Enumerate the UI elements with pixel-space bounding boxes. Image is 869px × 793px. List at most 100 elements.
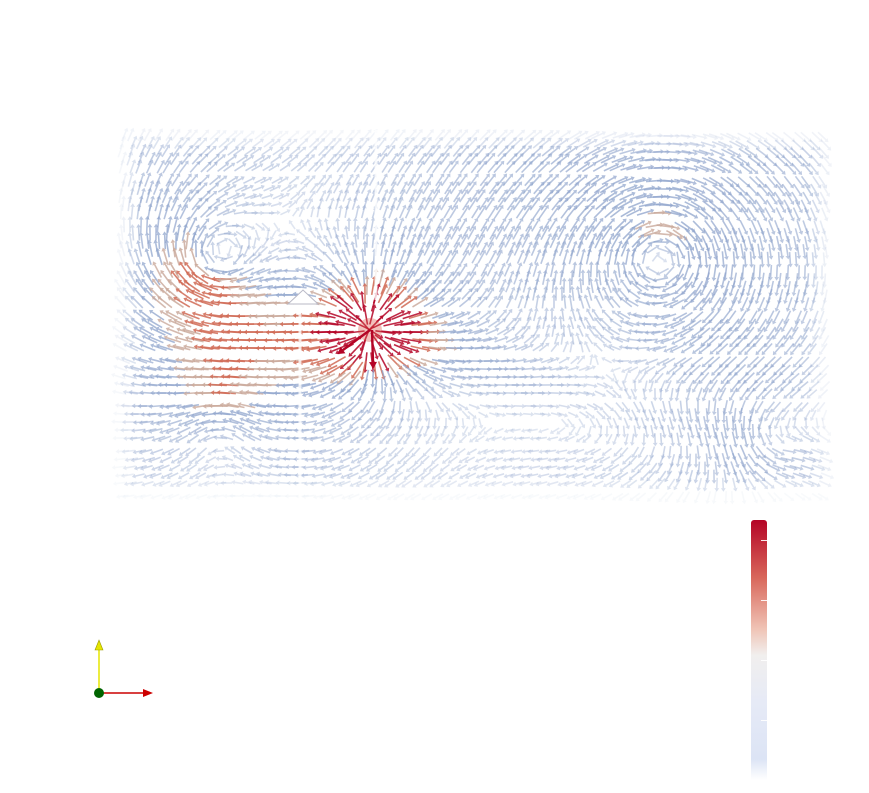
vector-glyph <box>423 373 435 381</box>
vector-glyph-head <box>724 256 729 260</box>
vector-glyph <box>681 311 693 321</box>
vector-glyph <box>422 183 430 195</box>
vector-glyph-head <box>368 145 373 150</box>
vector-glyph <box>351 279 361 295</box>
vector-glyph <box>628 201 642 209</box>
vector-glyph-head <box>746 217 751 222</box>
vector-glyph-head <box>161 247 167 252</box>
vector-glyph-head <box>294 267 299 273</box>
vector-glyph-head <box>262 321 267 327</box>
vector-glyph <box>167 311 183 321</box>
vector-glyph-head <box>194 145 199 150</box>
vector-glyph <box>325 221 329 231</box>
vector-glyph <box>752 264 756 278</box>
vector-glyph <box>569 297 573 309</box>
vector-glyph-head <box>451 297 456 302</box>
vector-glyph-head <box>817 200 822 206</box>
vector-glyph-head <box>503 173 508 178</box>
vector-glyph-head <box>148 404 152 409</box>
vector-glyph-head <box>243 184 248 189</box>
vector-glyph <box>530 375 542 379</box>
vector-glyph-head <box>331 137 336 142</box>
vector-glyph-head <box>825 192 830 197</box>
vector-glyph-head <box>152 261 157 266</box>
vector-glyph <box>577 289 581 301</box>
vector-glyph-head <box>596 269 602 274</box>
vector-glyph <box>540 228 548 240</box>
vector-glyph <box>702 200 714 210</box>
vector-glyph <box>174 250 180 266</box>
vector-glyph <box>423 244 431 256</box>
vector-glyph <box>812 175 820 187</box>
vector-glyph <box>760 251 764 265</box>
vector-glyph <box>262 164 272 172</box>
vector-glyph-head <box>254 210 259 216</box>
vector-glyph-head <box>219 313 223 318</box>
vector-glyph-head <box>262 366 267 372</box>
vector-glyph-head <box>545 241 550 246</box>
vector-glyph-head <box>636 240 641 245</box>
vector-glyph <box>212 269 228 273</box>
vector-glyph-head <box>301 321 305 327</box>
vector-glyph <box>488 298 496 308</box>
vector-glyph <box>402 364 416 374</box>
vector-glyph <box>694 242 700 258</box>
vector-glyph <box>533 183 543 195</box>
vector-glyph-head <box>213 254 218 260</box>
vector-glyph <box>345 244 351 256</box>
vector-glyph <box>779 243 783 257</box>
vector-glyph-head <box>144 231 150 236</box>
vector-glyph-head <box>802 276 808 281</box>
vector-glyph-head <box>185 136 190 142</box>
vector-glyph-head <box>714 135 719 141</box>
vector-glyph <box>430 366 444 372</box>
vector-glyph <box>254 132 264 140</box>
vector-glyph <box>617 200 631 210</box>
vector-glyph-head <box>579 240 584 245</box>
vector-glyph <box>408 191 416 203</box>
vector-glyph-head <box>370 384 376 388</box>
vector-glyph-head <box>336 181 341 186</box>
vector-glyph <box>306 148 316 156</box>
vector-glyph-head <box>295 246 300 251</box>
vector-glyph-head <box>824 138 829 143</box>
vector-glyph <box>333 228 339 240</box>
vector-glyph <box>389 387 393 399</box>
vector-glyph <box>531 220 539 232</box>
vector-glyph-head <box>530 153 535 158</box>
vector-glyph-head <box>492 189 497 194</box>
vector-glyph-head <box>177 279 183 284</box>
vector-glyph-head <box>292 275 297 281</box>
vector-glyph-head <box>198 197 203 202</box>
vector-glyph <box>120 183 124 195</box>
vector-glyph-head <box>138 216 144 220</box>
vector-glyph-head <box>150 270 154 275</box>
vector-glyph <box>664 237 678 247</box>
vector-glyph <box>719 199 731 211</box>
vector-glyph-head <box>174 196 179 201</box>
vector-glyph <box>399 139 407 149</box>
vector-glyph-head <box>410 196 415 201</box>
vector-glyph <box>278 194 288 200</box>
vector-glyph <box>638 142 652 146</box>
vector-glyph <box>748 199 758 211</box>
vector-glyph <box>452 265 460 277</box>
vector-glyph <box>336 221 340 231</box>
vector-glyph <box>429 298 443 308</box>
vector-glyph <box>162 162 170 174</box>
vector-glyph-head <box>821 230 826 235</box>
vector-glyph-head <box>112 326 117 331</box>
vector-glyph-head <box>353 233 358 237</box>
vector-glyph <box>753 155 765 165</box>
vector-glyph <box>628 157 642 163</box>
vector-glyph <box>442 236 450 248</box>
vector-glyph-head <box>752 200 757 205</box>
vector-glyph-head <box>484 137 489 142</box>
vector-glyph <box>271 230 277 238</box>
vector-glyph <box>195 282 213 292</box>
vector-glyph <box>679 400 683 412</box>
vector-glyph <box>550 343 558 353</box>
vector-glyph <box>767 326 777 338</box>
vector-glyph-head <box>624 240 629 245</box>
